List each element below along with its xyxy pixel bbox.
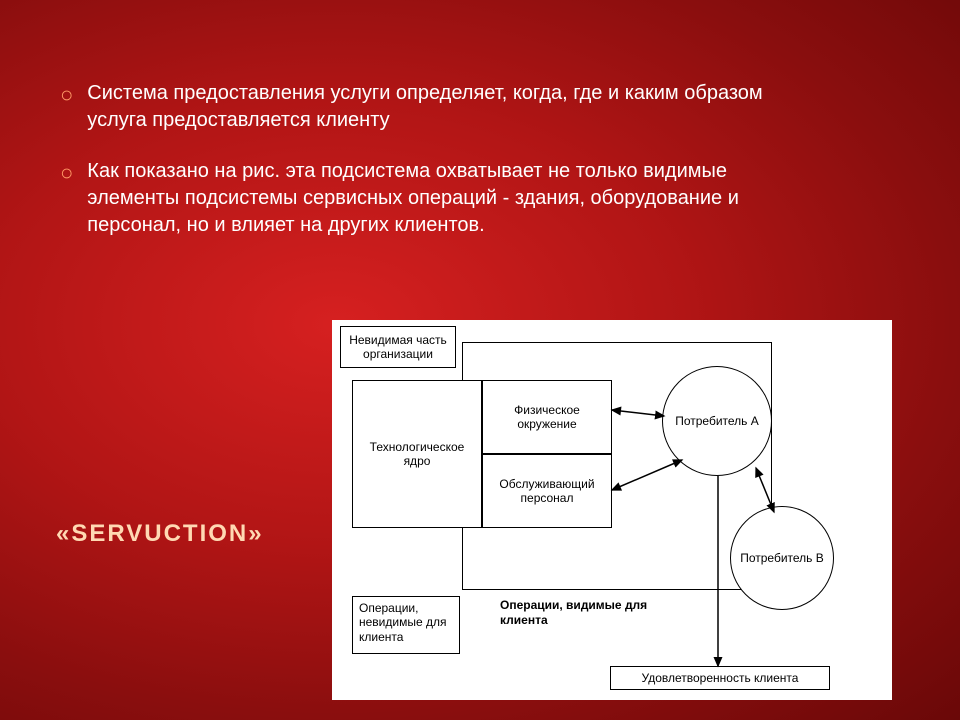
- node-label: Удовлетворенность клиента: [642, 671, 799, 685]
- bullet-list: ○ Система предоставления услуги определя…: [60, 80, 780, 263]
- node-consumer-b: Потребитель В: [730, 506, 834, 610]
- node-label: Операции, невидимые для клиента: [359, 601, 453, 644]
- bullet-item: ○ Система предоставления услуги определя…: [60, 80, 780, 134]
- node-phys-env: Физическое окружение: [482, 380, 612, 454]
- node-satisfaction: Удовлетворенность клиента: [610, 666, 830, 690]
- node-label: Технологическое ядро: [355, 440, 479, 469]
- node-label: Потребитель А: [675, 414, 759, 428]
- node-consumer-a: Потребитель А: [662, 366, 772, 476]
- node-tech-core: Технологическое ядро: [352, 380, 482, 528]
- node-label: Обслуживающий персонал: [485, 477, 609, 506]
- bullet-text: Как показано на рис. эта подсистема охва…: [87, 158, 780, 239]
- node-invisible-part: Невидимая часть организации: [340, 326, 456, 368]
- node-label: Физическое окружение: [485, 403, 609, 432]
- node-staff: Обслуживающий персонал: [482, 454, 612, 528]
- node-ops-visible: Операции, видимые для клиента: [500, 598, 670, 628]
- node-label: Невидимая часть организации: [343, 333, 453, 362]
- node-label: Операции, видимые для клиента: [500, 598, 647, 627]
- node-ops-invisible: Операции, невидимые для клиента: [352, 596, 460, 654]
- bullet-text: Система предоставления услуги определяет…: [87, 80, 780, 134]
- servuction-diagram: Невидимая часть организации Технологичес…: [332, 320, 892, 700]
- bullet-marker-icon: ○: [60, 158, 73, 239]
- node-label: Потребитель В: [740, 551, 824, 565]
- bullet-item: ○ Как показано на рис. эта подсистема ох…: [60, 158, 780, 239]
- bullet-marker-icon: ○: [60, 80, 73, 134]
- servuction-title: «SERVUCTION»: [56, 520, 264, 548]
